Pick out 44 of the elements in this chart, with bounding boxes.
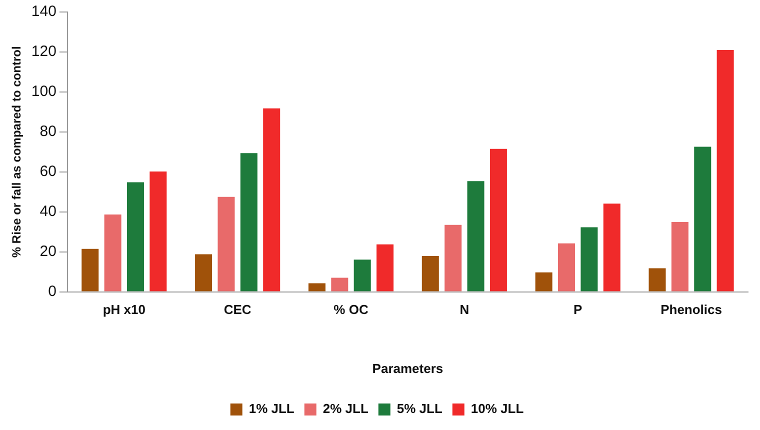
y-tick-label: 20 <box>40 242 56 260</box>
bar <box>263 108 280 292</box>
x-tick-label: pH x10 <box>102 302 146 318</box>
bar <box>354 260 371 292</box>
bar <box>195 254 212 292</box>
x-tick-label: N <box>460 302 470 318</box>
bar <box>240 153 258 292</box>
bar <box>331 278 348 292</box>
bar <box>580 227 598 292</box>
x-tick-label: % OC <box>334 302 369 318</box>
bar <box>422 256 439 292</box>
bar <box>490 148 507 292</box>
x-axis-title: Parameters <box>372 360 444 376</box>
bar <box>150 171 167 292</box>
bar <box>82 248 99 292</box>
bar <box>535 272 552 292</box>
bar <box>376 244 394 292</box>
legend-label: 2% JLL <box>322 401 368 416</box>
legend-label: 1% JLL <box>248 401 294 416</box>
bar <box>648 268 666 292</box>
bar <box>603 204 620 292</box>
x-tick-label: Phenolics <box>660 302 722 318</box>
x-tick-label: CEC <box>224 302 252 318</box>
y-tick-label: 140 <box>31 3 56 20</box>
y-tick-label: 120 <box>31 43 56 60</box>
y-tick-label: 0 <box>48 282 56 300</box>
bar <box>694 146 712 292</box>
bar <box>126 182 144 292</box>
x-tick-label: P <box>574 302 583 318</box>
bar <box>444 224 462 292</box>
legend-label: 5% JLL <box>396 401 442 416</box>
y-tick-label: 80 <box>40 123 56 140</box>
y-tick-label: 60 <box>40 163 56 180</box>
bar <box>716 50 734 292</box>
bar <box>104 214 122 292</box>
legend-label: 10% JLL <box>470 401 524 416</box>
y-tick-label: 100 <box>31 83 56 100</box>
bar <box>218 196 235 292</box>
bar <box>558 243 576 292</box>
y-axis-title: % Rise or fall as compared to control <box>10 46 24 258</box>
bar <box>467 181 484 292</box>
bar <box>671 222 688 292</box>
y-tick-label: 40 <box>40 203 56 220</box>
bar <box>308 283 326 292</box>
